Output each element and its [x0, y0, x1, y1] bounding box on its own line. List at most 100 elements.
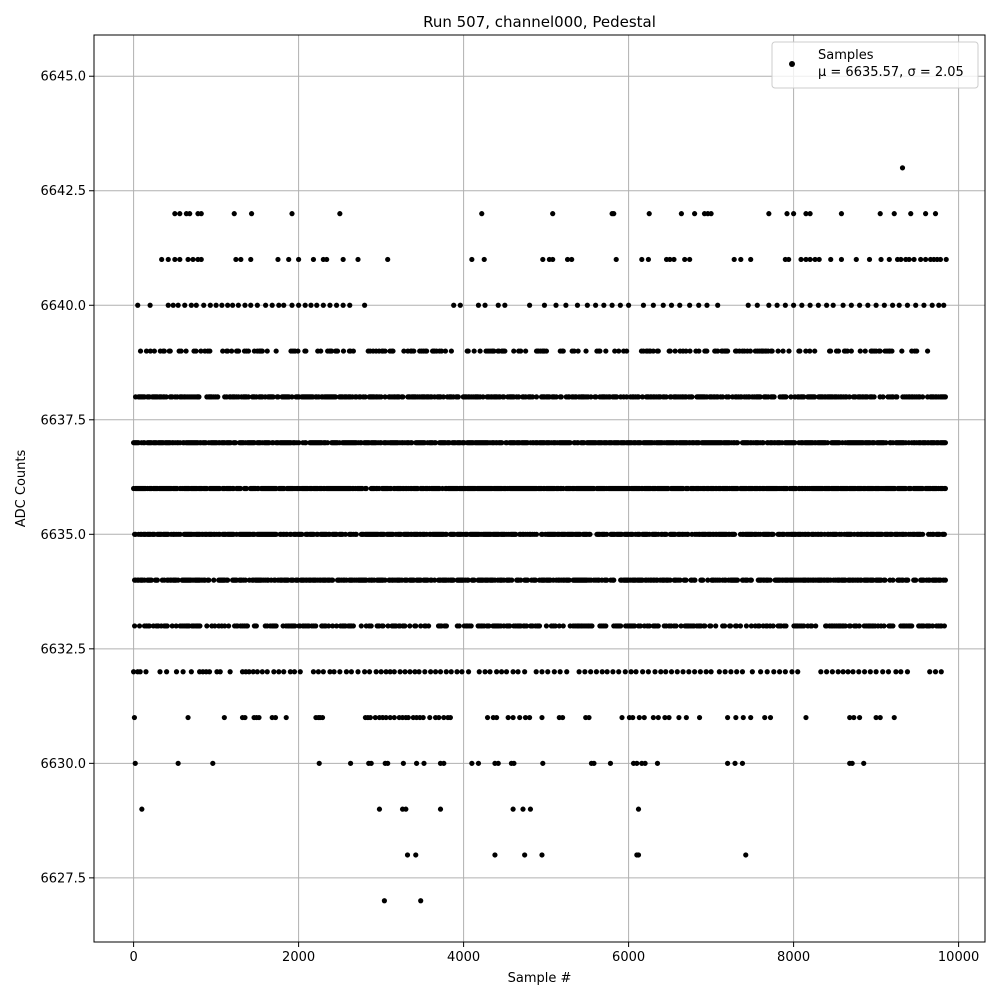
data-point — [320, 669, 326, 675]
data-point — [692, 577, 698, 583]
data-point — [525, 577, 531, 583]
data-point — [715, 302, 721, 308]
data-point — [157, 669, 163, 675]
data-point — [326, 623, 332, 629]
data-point — [920, 394, 926, 400]
data-point — [914, 348, 920, 354]
data-point — [426, 623, 432, 629]
data-point — [296, 256, 302, 263]
data-point — [367, 714, 373, 721]
data-point — [792, 440, 798, 446]
data-point — [475, 760, 482, 766]
data-point — [441, 714, 447, 721]
data-point — [454, 669, 460, 675]
data-point — [355, 669, 361, 675]
data-point — [813, 623, 819, 629]
data-point — [173, 669, 180, 675]
data-point — [553, 302, 559, 308]
data-point — [739, 669, 746, 675]
data-point — [727, 623, 734, 629]
data-point — [164, 623, 170, 629]
data-point — [513, 531, 519, 537]
data-point — [877, 714, 883, 721]
data-point — [678, 211, 685, 217]
data-point — [299, 531, 305, 537]
data-point — [404, 852, 411, 858]
data-point — [569, 256, 575, 263]
data-point — [583, 348, 589, 354]
data-point — [611, 211, 617, 217]
data-point — [588, 669, 594, 675]
data-point — [633, 669, 639, 675]
data-point — [770, 531, 776, 537]
data-point — [743, 852, 749, 858]
data-point — [529, 394, 536, 400]
data-point — [844, 348, 850, 354]
data-point — [206, 577, 212, 583]
data-point — [674, 669, 680, 675]
data-point — [611, 577, 617, 583]
data-point — [764, 669, 770, 675]
data-point — [786, 348, 792, 354]
data-point — [890, 302, 896, 308]
data-point — [527, 302, 533, 308]
data-point — [683, 577, 689, 583]
data-point — [734, 669, 740, 675]
data-point — [812, 256, 818, 263]
data-point — [628, 669, 634, 675]
data-point — [418, 623, 424, 629]
data-point — [795, 669, 801, 675]
data-point — [405, 714, 411, 721]
data-point — [333, 623, 340, 629]
data-point — [774, 302, 780, 308]
data-point — [775, 348, 781, 354]
data-point — [327, 302, 333, 308]
data-point — [211, 577, 217, 583]
data-point — [918, 256, 924, 263]
data-point — [532, 577, 539, 583]
data-point — [899, 165, 906, 171]
data-point — [482, 669, 488, 675]
data-point — [685, 531, 691, 537]
data-point — [259, 348, 265, 354]
data-point — [539, 669, 545, 675]
data-point — [646, 623, 652, 629]
data-point — [770, 623, 776, 629]
data-point — [890, 623, 896, 629]
data-point — [539, 714, 545, 721]
data-point — [650, 714, 656, 721]
data-point — [172, 256, 178, 263]
data-point — [816, 256, 822, 263]
data-point — [432, 440, 439, 446]
data-point — [183, 348, 189, 354]
data-point — [296, 302, 302, 308]
data-point — [143, 669, 149, 675]
data-point — [877, 211, 883, 217]
data-point — [614, 394, 620, 400]
data-point — [210, 760, 216, 766]
data-point — [380, 623, 386, 629]
data-point — [131, 669, 137, 675]
data-point — [281, 669, 287, 675]
data-point — [172, 211, 178, 217]
x-tick-label: 4000 — [447, 950, 480, 965]
data-point — [838, 211, 845, 217]
data-point — [593, 669, 600, 675]
data-point — [880, 394, 886, 400]
data-point — [754, 302, 760, 308]
data-point — [273, 348, 279, 354]
data-point — [229, 348, 235, 354]
data-point — [904, 302, 911, 308]
data-point — [908, 211, 914, 217]
data-point — [857, 302, 863, 308]
x-tick-label: 10000 — [938, 950, 979, 965]
data-point — [671, 256, 677, 263]
data-point — [522, 852, 528, 858]
data-point — [807, 302, 813, 308]
data-point — [923, 211, 929, 217]
data-point — [438, 348, 445, 354]
data-point — [198, 256, 204, 263]
data-point — [448, 669, 454, 675]
data-point — [382, 394, 388, 400]
